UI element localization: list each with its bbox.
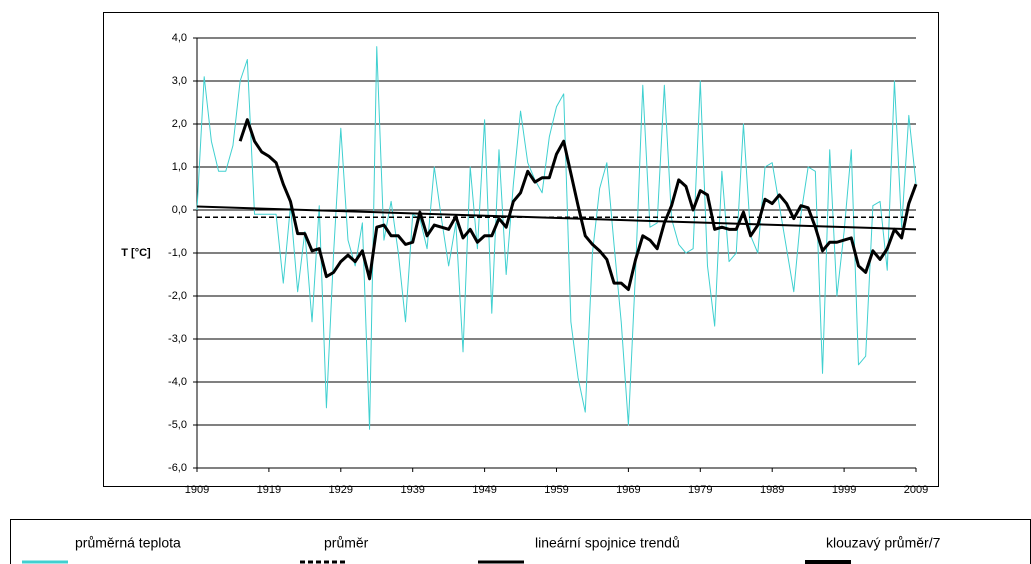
x-tick-label: 1969: [616, 484, 640, 496]
x-tick-label: 1959: [544, 484, 568, 496]
chart-frame: [103, 12, 939, 487]
y-tick-label: -6,0: [168, 462, 187, 474]
y-tick-label: 4,0: [172, 32, 187, 44]
legend-label: průměrná teplota: [75, 535, 181, 551]
y-tick-label: 2,0: [172, 118, 187, 130]
x-tick-label: 1939: [400, 484, 424, 496]
y-tick-label: -4,0: [168, 376, 187, 388]
x-tick-label: 1949: [472, 484, 496, 496]
legend-label: klouzavý průměr/7: [826, 535, 941, 551]
legend-label: průměr: [324, 535, 369, 551]
x-tick-label: 1909: [185, 484, 209, 496]
x-tick-label: 1919: [257, 484, 281, 496]
y-tick-label: -3,0: [168, 333, 187, 345]
y-tick-label: -1,0: [168, 247, 187, 259]
series-line: [196, 46, 917, 430]
y-tick-label: 3,0: [172, 75, 187, 87]
series-line: [238, 118, 918, 292]
y-tick-label: -5,0: [168, 419, 187, 431]
legend-frame: [10, 519, 1031, 564]
x-tick-label: 1999: [832, 484, 856, 496]
x-tick-label: 1929: [329, 484, 353, 496]
x-tick-label: 1979: [688, 484, 712, 496]
legend-label: lineární spojnice trendů: [535, 535, 680, 551]
y-tick-label: 0,0: [172, 204, 187, 216]
y-tick-label: 1,0: [172, 161, 187, 173]
series-line: [196, 205, 917, 231]
y-axis-label: T [°C]: [121, 247, 151, 259]
x-tick-label: 2009: [904, 484, 928, 496]
x-tick-label: 1989: [760, 484, 784, 496]
y-tick-label: -2,0: [168, 290, 187, 302]
